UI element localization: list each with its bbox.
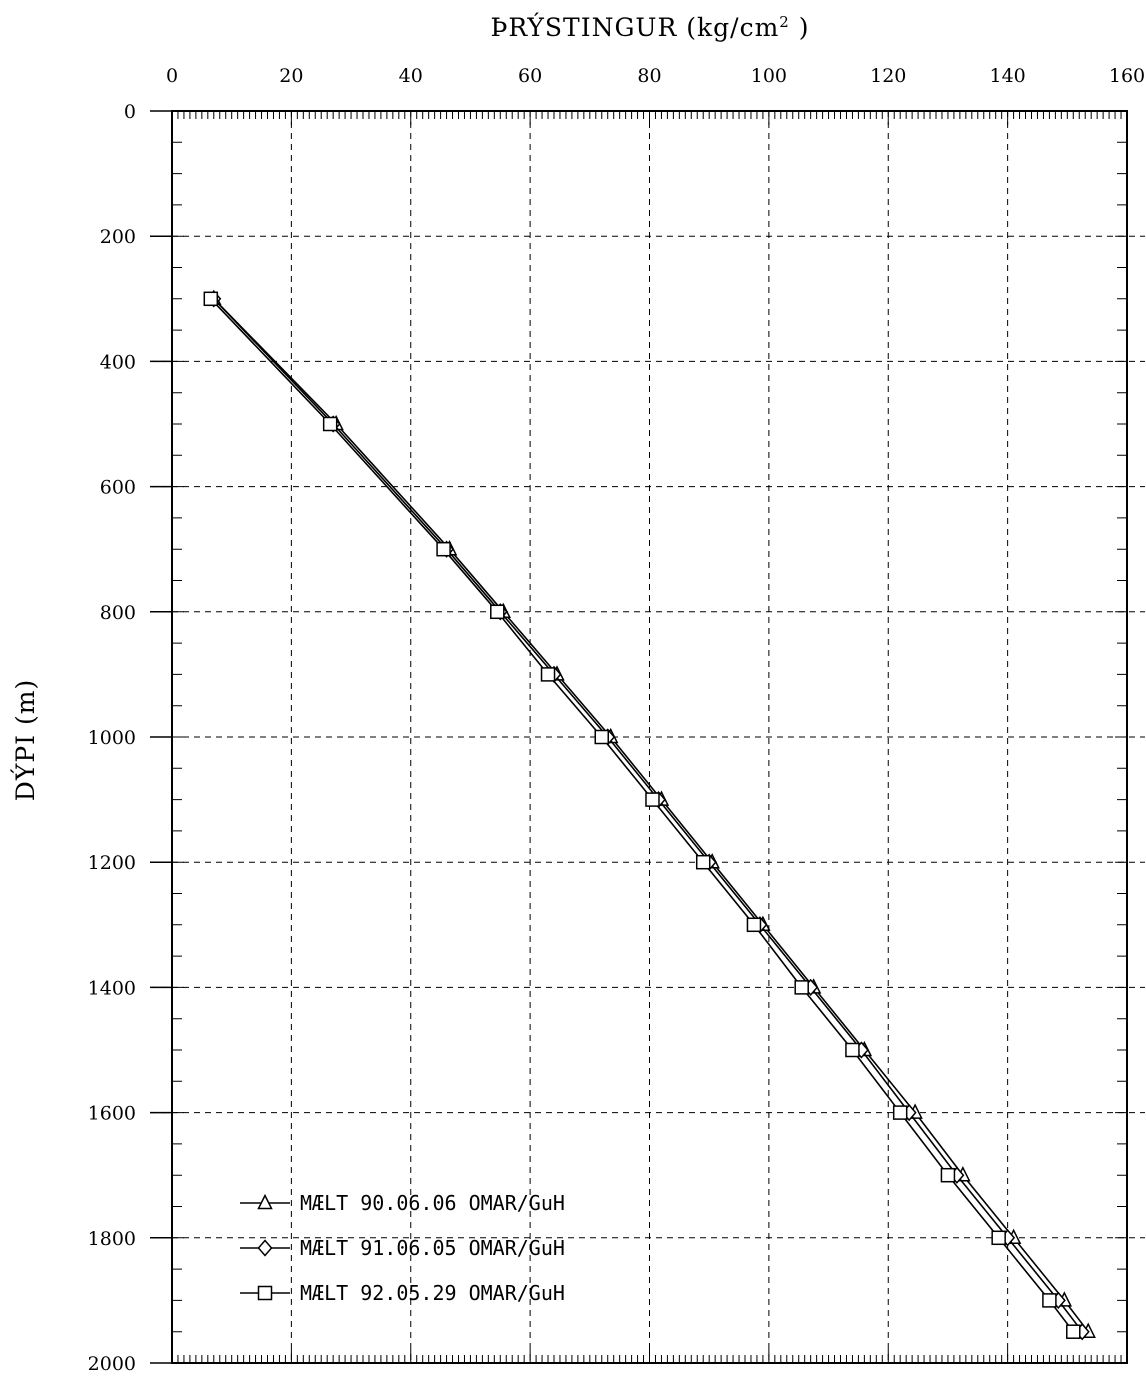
y-tick-label: 2000 <box>88 1353 136 1375</box>
y-major-ticks <box>150 110 172 1364</box>
y-tick-label: 1800 <box>88 1228 136 1250</box>
y-tick-label: 800 <box>100 602 136 624</box>
data-point-square <box>322 416 338 432</box>
legend: MÆLT 90.06.06 OMAR/GuH MÆLT 91.06.05 OMAR… <box>240 1191 565 1305</box>
x-tick-label: 120 <box>870 65 906 87</box>
x-tick-labels: 0 20 40 60 80 100 120 140 160 <box>166 65 1145 87</box>
x-tick-label: 160 <box>1109 65 1145 87</box>
y-tick-label: 1400 <box>88 977 136 999</box>
x-tick-label: 20 <box>279 65 303 87</box>
data-point-square <box>845 1042 860 1058</box>
plot-frame <box>171 110 1128 1364</box>
legend-label: MÆLT 91.06.05 OMAR/GuH <box>300 1236 565 1260</box>
legend-label: MÆLT 92.05.29 OMAR/GuH <box>300 1281 565 1305</box>
data-point-triangle <box>257 1193 273 1210</box>
y-tick-label: 1200 <box>88 852 136 874</box>
series-layer <box>203 289 1096 1341</box>
data-point-square <box>892 1105 908 1120</box>
y-tick-label: 200 <box>100 226 136 248</box>
series-line-1 <box>213 298 1089 1333</box>
data-point-square <box>203 291 219 307</box>
x-tick-label: 80 <box>637 65 661 87</box>
legend-entry-3: MÆLT 92.05.29 OMAR/GuH <box>240 1281 565 1305</box>
x-axis-title: ÞRÝSTINGUR (kg/cm2 ) <box>490 13 809 42</box>
data-point-square <box>594 729 609 745</box>
data-point-square <box>1042 1293 1057 1308</box>
y-axis-title: DÝPI (m) <box>11 679 40 801</box>
x-tick-label: 60 <box>518 65 542 87</box>
grid <box>150 111 1145 1363</box>
x-tick-label: 140 <box>989 65 1025 87</box>
legend-label: MÆLT 90.06.06 OMAR/GuH <box>300 1191 565 1215</box>
series-3 <box>203 291 1081 1339</box>
x-tick-label: 40 <box>399 65 423 87</box>
series-line-2 <box>213 298 1083 1333</box>
data-point-square <box>645 792 660 807</box>
x-axis-title-superscript: 2 <box>779 13 790 31</box>
data-point-square <box>695 854 711 870</box>
x-axis-title-end: ) <box>790 13 810 42</box>
data-point-square <box>436 541 451 557</box>
y-tick-label: 0 <box>124 101 136 123</box>
data-point-square <box>746 917 762 933</box>
x-axis-title-main: ÞRÝSTINGUR (kg/cm <box>490 13 779 42</box>
y-tick-label: 400 <box>100 351 136 373</box>
y-tick-label: 1600 <box>88 1103 136 1125</box>
data-point-square <box>940 1167 956 1183</box>
data-point-square <box>257 1285 273 1301</box>
data-point-square <box>1066 1324 1081 1339</box>
minor-ticks <box>150 110 1128 1364</box>
data-point-diamond <box>257 1239 273 1257</box>
legend-entry-2: MÆLT 91.06.05 OMAR/GuH <box>240 1236 565 1260</box>
x-tick-label: 100 <box>751 65 787 87</box>
data-point-square <box>540 667 556 682</box>
y-tick-label: 600 <box>100 477 136 499</box>
y-tick-labels: 0 200 400 600 800 1000 1200 1400 1600 1800 2000 <box>88 101 136 1375</box>
data-point-square <box>794 980 809 995</box>
x-tick-label: 0 <box>166 65 178 87</box>
legend-entry-1: MÆLT 90.06.06 OMAR/GuH <box>240 1191 565 1215</box>
data-point-square <box>991 1230 1006 1246</box>
data-point-square <box>490 604 505 620</box>
series-line-3 <box>210 298 1074 1333</box>
series-2 <box>206 290 1090 1341</box>
y-tick-label: 1000 <box>88 727 136 749</box>
